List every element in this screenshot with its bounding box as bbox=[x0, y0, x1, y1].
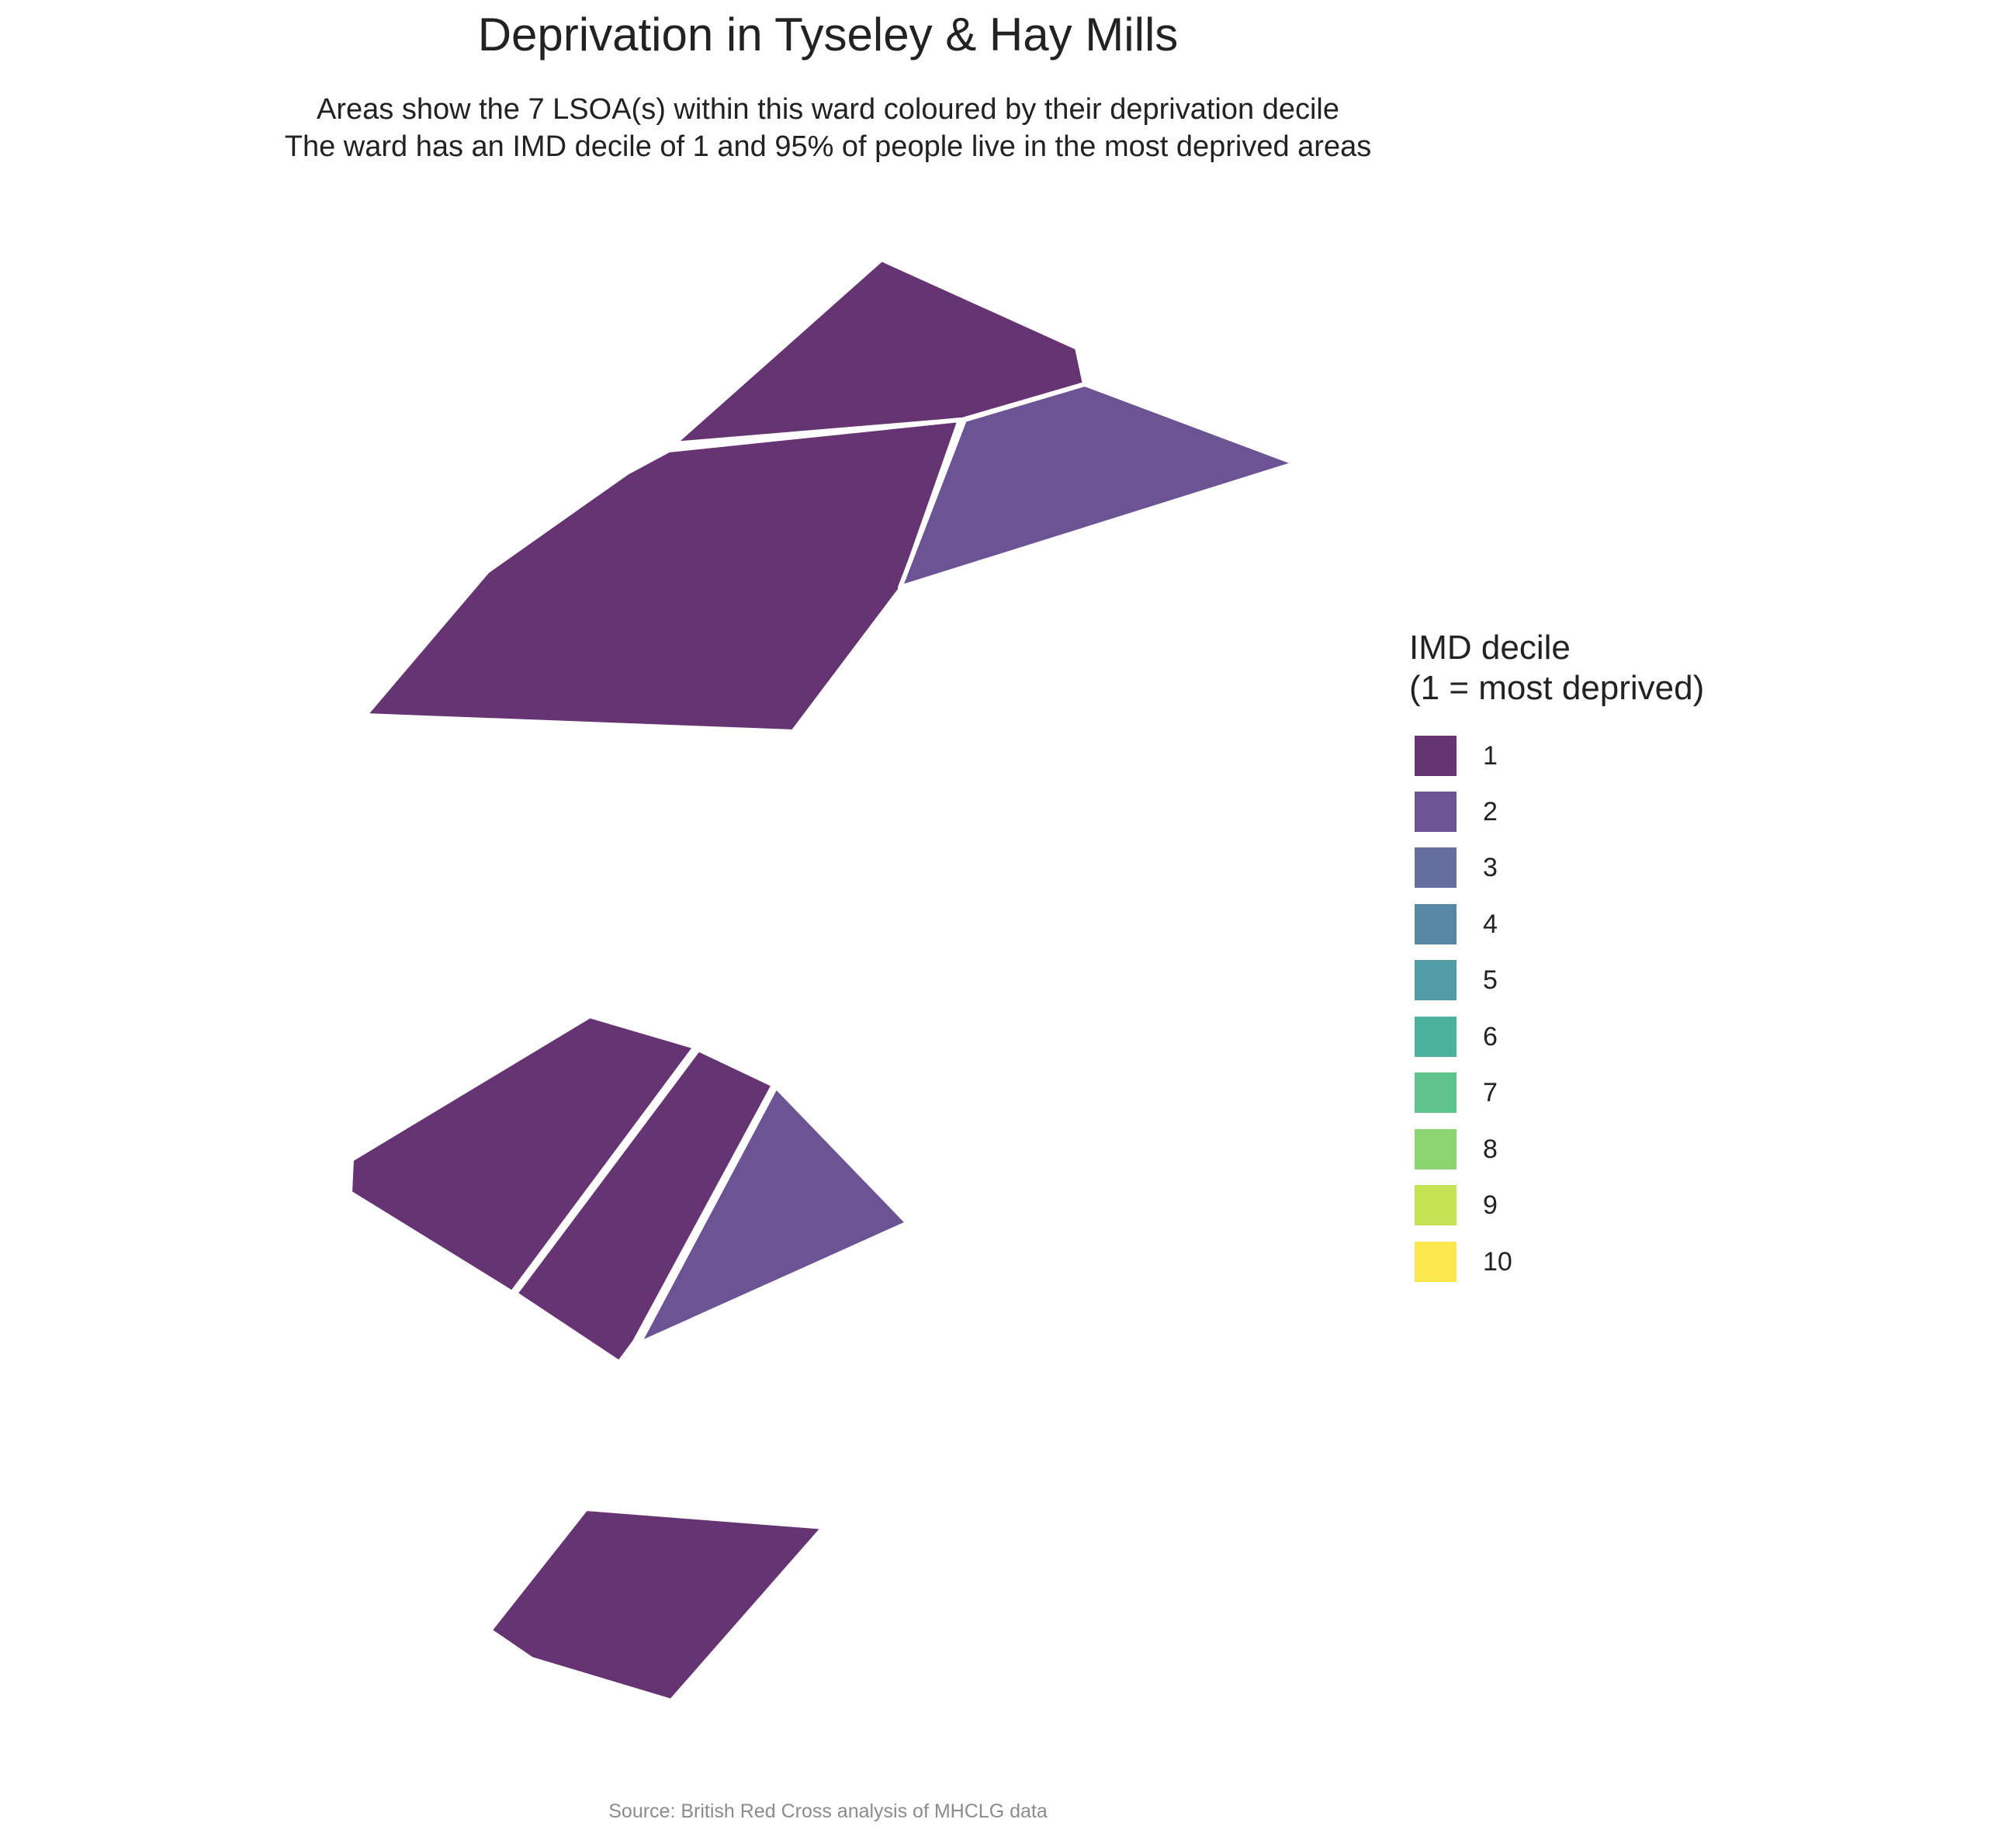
legend-swatch bbox=[1415, 904, 1457, 944]
legend-label: 5 bbox=[1483, 965, 1498, 995]
legend-label: 4 bbox=[1483, 909, 1498, 939]
lsoa-area-6 bbox=[636, 1084, 910, 1346]
legend-swatch bbox=[1415, 792, 1457, 832]
map-subtitle-line-2: The ward has an IMD decile of 1 and 95% … bbox=[284, 130, 1372, 163]
lsoa-area-7 bbox=[487, 1506, 848, 1703]
map-caption: Source: British Red Cross analysis of MH… bbox=[608, 1800, 1048, 1822]
legend-swatch bbox=[1415, 1242, 1457, 1282]
legend-swatch bbox=[1415, 847, 1457, 888]
legend-item: 1 bbox=[1415, 736, 1498, 776]
legend-item: 8 bbox=[1415, 1129, 1498, 1169]
legend-label: 6 bbox=[1483, 1021, 1498, 1052]
legend-title-line-2: (1 = most deprived) bbox=[1409, 669, 1705, 707]
legend-item: 5 bbox=[1415, 960, 1498, 1000]
lsoa-area-5 bbox=[513, 1047, 776, 1365]
legend-item: 7 bbox=[1415, 1072, 1498, 1113]
legend-label: 1 bbox=[1483, 740, 1498, 771]
legend-swatch bbox=[1415, 1185, 1457, 1225]
legend-title-line-1: IMD decile bbox=[1409, 629, 1571, 667]
legend-swatch bbox=[1415, 736, 1457, 776]
lsoa-area-2 bbox=[362, 418, 962, 734]
legend-item: 2 bbox=[1415, 792, 1498, 832]
legend-item: 9 bbox=[1415, 1185, 1498, 1225]
lsoa-area-4 bbox=[348, 1014, 698, 1295]
legend-item: 6 bbox=[1415, 1017, 1498, 1057]
legend-label: 10 bbox=[1483, 1246, 1512, 1277]
map-subtitle-line-1: Areas show the 7 LSOA(s) within this war… bbox=[317, 93, 1339, 126]
legend-item: 3 bbox=[1415, 847, 1498, 888]
legend-item: 10 bbox=[1415, 1242, 1512, 1282]
legend-label: 7 bbox=[1483, 1077, 1498, 1107]
lsoa-area-3 bbox=[898, 382, 1298, 590]
legend-swatch bbox=[1415, 960, 1457, 1000]
legend-swatch bbox=[1415, 1017, 1457, 1057]
legend-label: 8 bbox=[1483, 1134, 1498, 1164]
map-title: Deprivation in Tyseley & Hay Mills bbox=[477, 9, 1179, 61]
legend-swatch bbox=[1415, 1129, 1457, 1169]
legend-label: 3 bbox=[1483, 852, 1498, 882]
legend-label: 2 bbox=[1483, 796, 1498, 826]
legend-item: 4 bbox=[1415, 904, 1498, 944]
legend-label: 9 bbox=[1483, 1190, 1498, 1220]
legend-swatch bbox=[1415, 1072, 1457, 1113]
